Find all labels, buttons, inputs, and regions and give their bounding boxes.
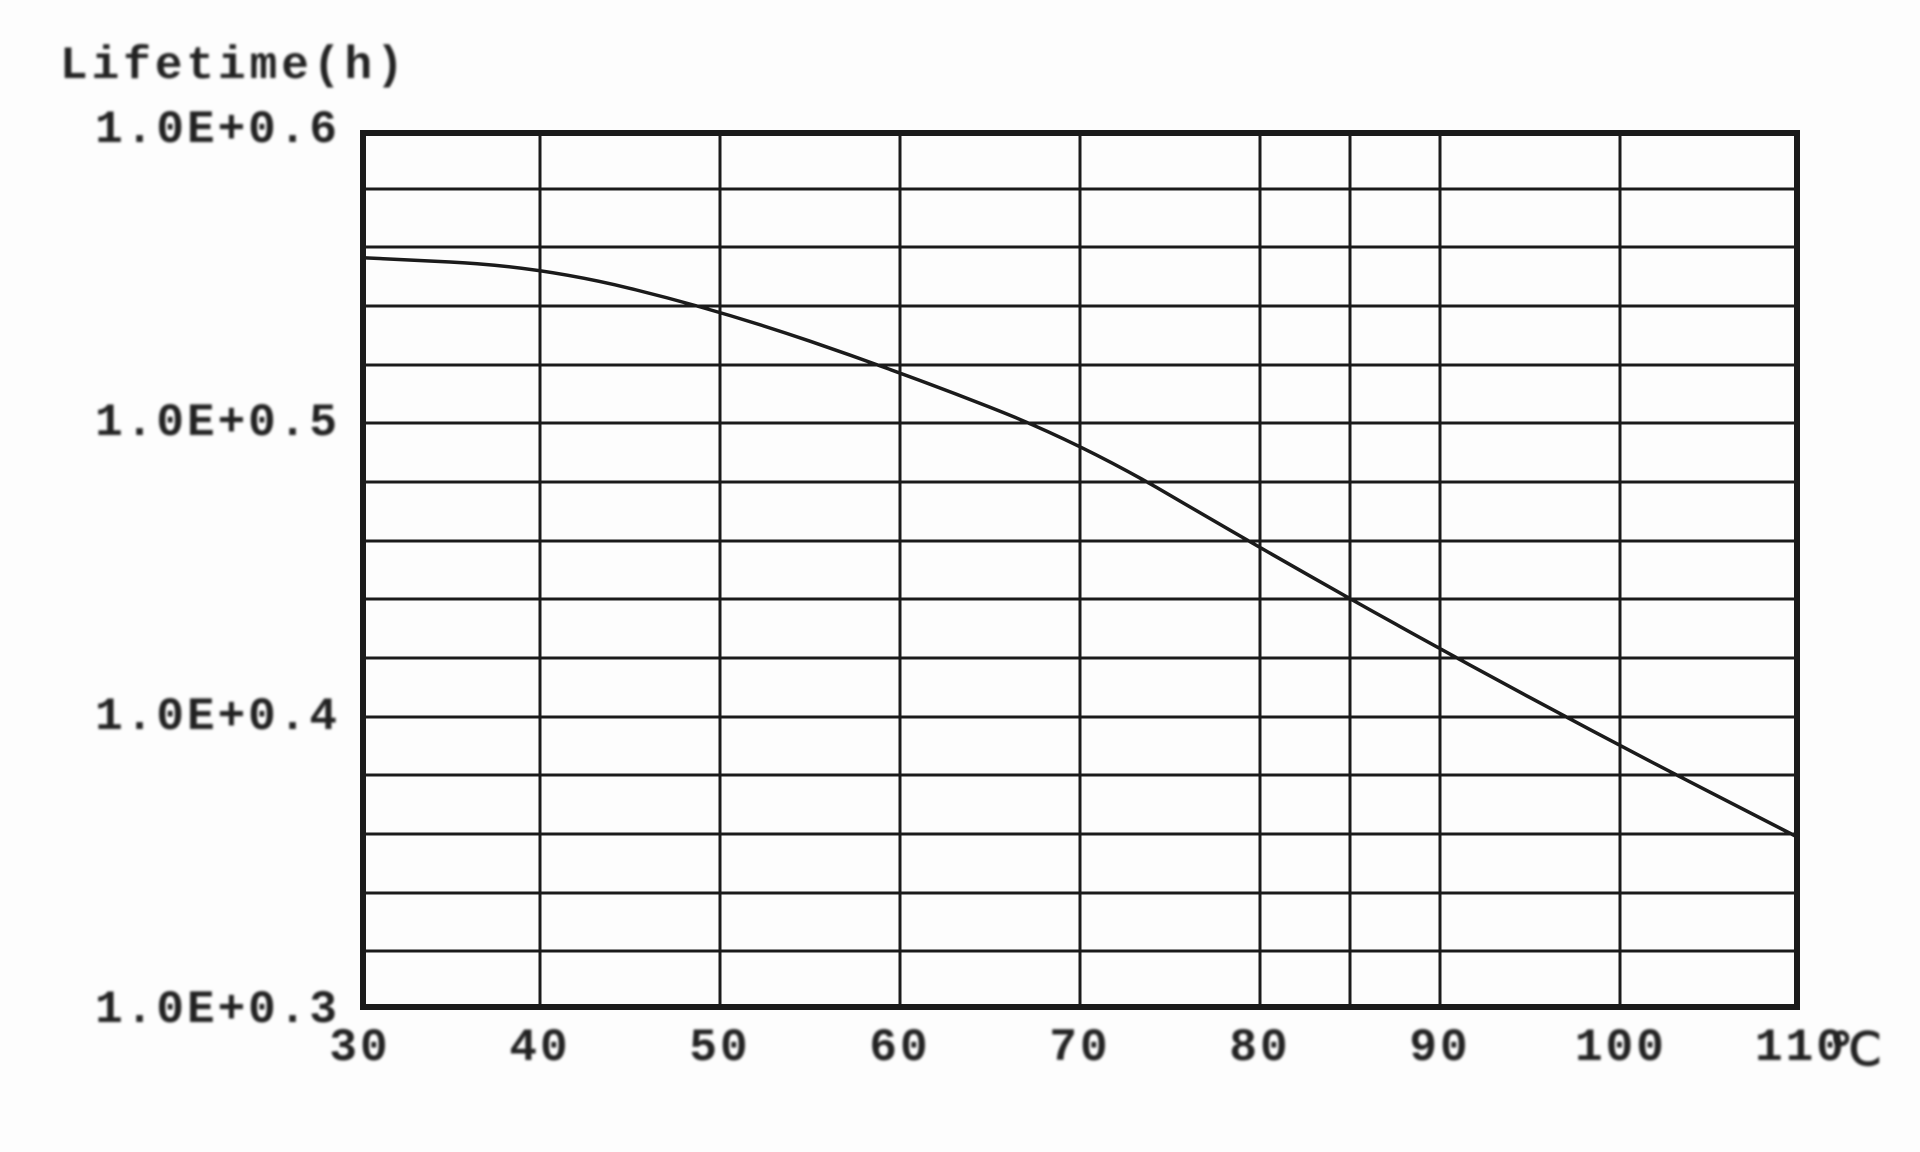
y-tick-label: 1.0E+0.3	[60, 984, 340, 1036]
x-tick-label: 90	[1395, 1022, 1485, 1074]
x-tick-label: 110	[1755, 1022, 1845, 1074]
x-tick-label: 30	[315, 1022, 405, 1074]
x-tick-label: 70	[1035, 1022, 1125, 1074]
x-tick-label: 40	[495, 1022, 585, 1074]
x-tick-label: 50	[675, 1022, 765, 1074]
x-tick-label: 60	[855, 1022, 945, 1074]
y-tick-label: 1.0E+0.5	[60, 397, 340, 449]
plot-area	[360, 130, 1800, 1010]
y-tick-label: 1.0E+0.6	[60, 104, 340, 156]
lifetime-chart: Lifetime(h) ℃ 1.0E+0.61.0E+0.51.0E+0.41.…	[60, 40, 1860, 1100]
x-tick-label: 80	[1215, 1022, 1305, 1074]
y-tick-label: 1.0E+0.4	[60, 691, 340, 743]
y-axis-title: Lifetime(h)	[60, 40, 408, 92]
x-tick-label: 100	[1575, 1022, 1665, 1074]
